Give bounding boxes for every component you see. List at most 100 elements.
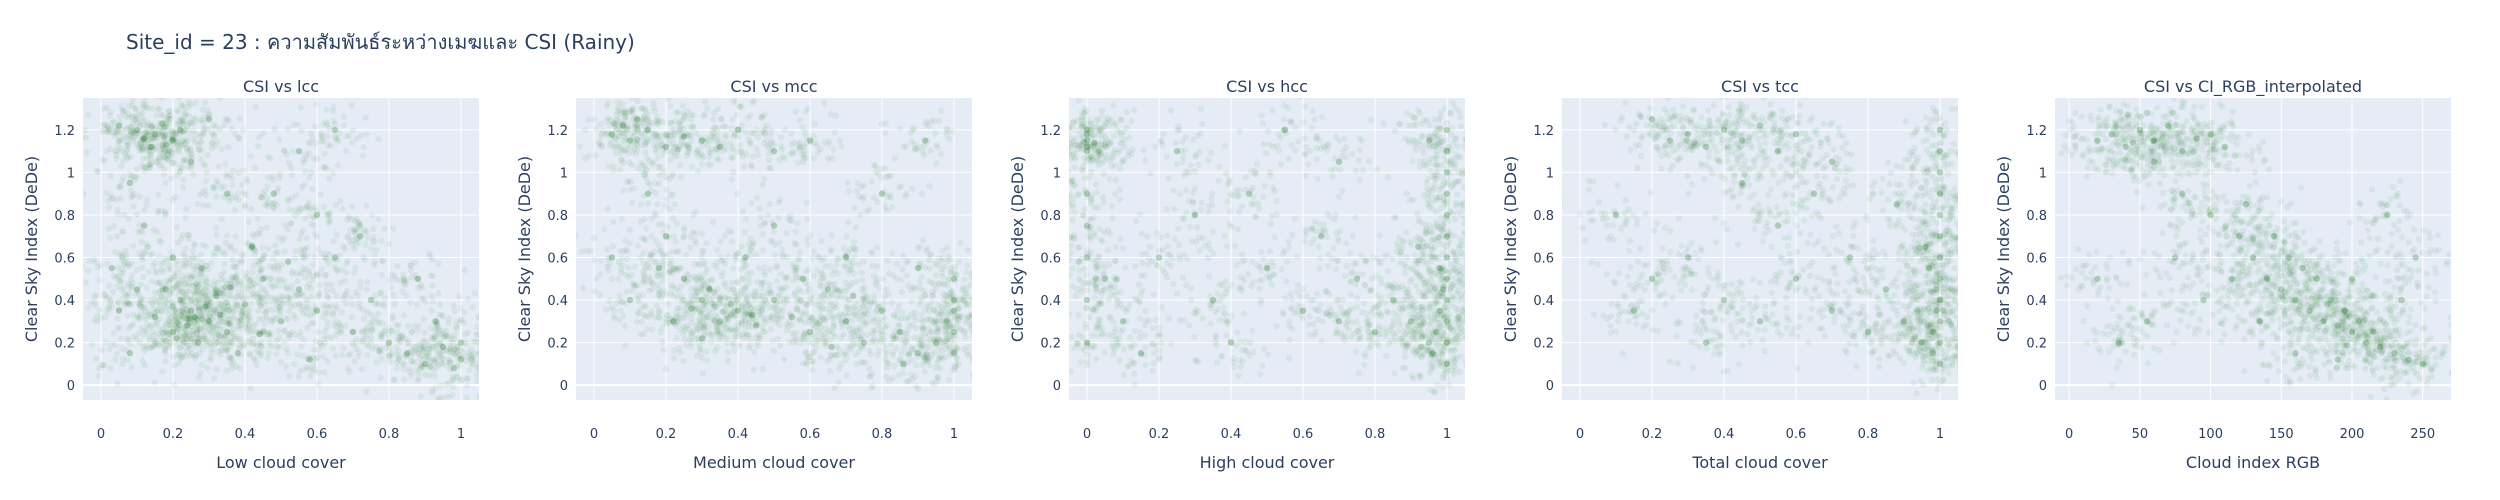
data-point: [654, 133, 662, 140]
data-point: [187, 306, 195, 314]
data-point: [185, 231, 192, 239]
data-point: [781, 299, 788, 306]
data-point: [204, 106, 211, 114]
data-point: [967, 280, 972, 288]
data-point: [192, 288, 200, 295]
data-point: [157, 260, 164, 268]
data-point: [256, 280, 263, 287]
data-point: [473, 372, 479, 379]
data-point: [323, 165, 331, 172]
data-point: [136, 300, 143, 307]
data-point: [407, 299, 414, 306]
data-point: [230, 167, 237, 175]
data-point: [745, 322, 752, 330]
data-point: [870, 273, 878, 280]
data-point: [670, 318, 677, 325]
data-point: [209, 140, 216, 147]
data-point: [139, 136, 147, 144]
data-point: [730, 265, 737, 272]
data-point: [812, 322, 820, 329]
data-point: [387, 284, 395, 291]
data-point: [192, 355, 199, 362]
data-point: [634, 136, 641, 143]
data-point: [755, 308, 763, 315]
data-point: [323, 324, 331, 331]
data-point: [289, 270, 296, 278]
data-point: [156, 106, 163, 113]
data-point: [143, 129, 150, 136]
data-point: [113, 196, 121, 203]
data-point: [353, 215, 360, 222]
data-point: [664, 135, 671, 143]
data-point: [361, 229, 368, 236]
data-point: [404, 340, 412, 348]
data-point: [172, 306, 180, 313]
data-point: [211, 375, 218, 382]
data-point: [299, 265, 307, 272]
data-point: [312, 139, 320, 147]
data-point: [631, 86, 637, 92]
data-point: [720, 147, 727, 154]
data-point: [974, 324, 980, 330]
data-point: [144, 132, 151, 139]
data-point: [623, 113, 630, 120]
data-point: [186, 313, 194, 321]
data-point: [155, 207, 162, 214]
data-point: [186, 337, 193, 345]
data-point: [671, 130, 678, 137]
data-point: [685, 149, 692, 156]
data-point: [377, 290, 384, 297]
data-point: [206, 296, 213, 303]
data-point: [756, 292, 764, 299]
data-point: [475, 363, 479, 371]
data-point: [312, 355, 319, 363]
data-point: [935, 310, 942, 317]
data-point: [129, 193, 136, 200]
data-point: [129, 123, 136, 130]
data-point: [225, 353, 233, 361]
data-point: [826, 309, 834, 316]
data-point: [757, 129, 765, 137]
data-point: [800, 143, 808, 151]
data-point: [902, 143, 910, 150]
data-point: [699, 354, 706, 362]
data-point: [200, 160, 208, 168]
data-point: [199, 346, 206, 353]
data-point: [156, 302, 164, 309]
data-point: [92, 291, 99, 299]
data-point: [118, 102, 125, 110]
data-point: [297, 329, 304, 336]
data-point: [378, 334, 385, 341]
y-tick-label: 0: [67, 379, 75, 394]
data-point: [835, 313, 842, 321]
data-point: [420, 346, 427, 354]
data-point: [197, 156, 205, 163]
data-point: [616, 133, 623, 140]
data-point: [855, 332, 862, 340]
data-point: [91, 298, 98, 306]
data-point: [200, 299, 207, 306]
data-point: [124, 298, 131, 306]
data-point: [687, 131, 695, 139]
data-point: [161, 302, 168, 309]
data-point: [164, 146, 172, 154]
data-point: [458, 376, 466, 384]
data-point: [440, 333, 447, 340]
data-point: [203, 301, 211, 308]
data-point: [724, 334, 731, 342]
data-point: [148, 139, 155, 146]
data-point: [735, 133, 742, 141]
data-point: [805, 318, 813, 326]
data-point: [227, 279, 234, 287]
data-point: [256, 299, 263, 307]
data-point: [232, 194, 239, 201]
data-point: [164, 113, 172, 120]
data-point: [828, 232, 836, 239]
data-point: [213, 326, 220, 334]
data-point: [453, 324, 460, 332]
data-point: [173, 340, 181, 348]
data-point: [146, 160, 154, 168]
data-point: [286, 372, 293, 380]
data-point: [941, 323, 948, 331]
data-point: [315, 289, 323, 296]
